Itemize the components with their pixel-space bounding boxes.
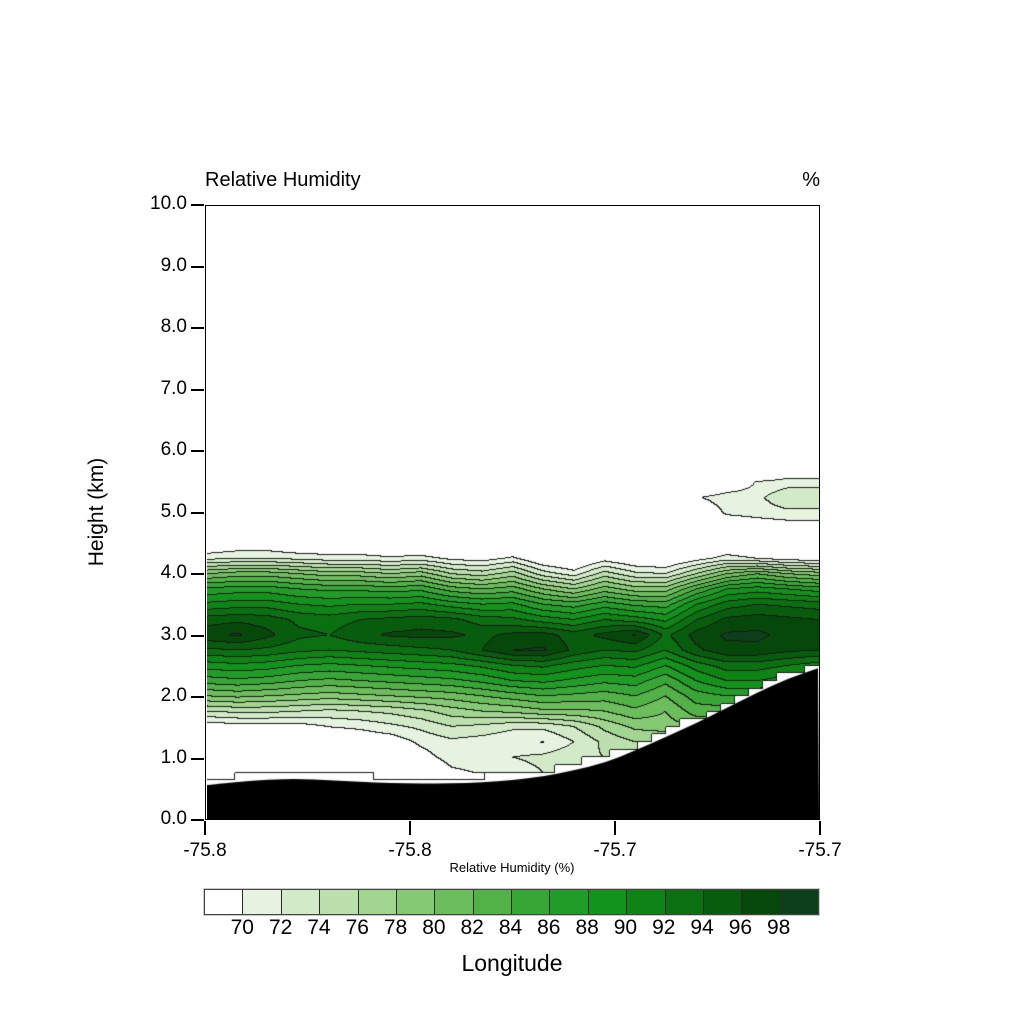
y-tick-label: 6.0 xyxy=(160,439,187,460)
colorbar-tick-label: 88 xyxy=(575,916,599,939)
colorbar-cell xyxy=(205,890,244,914)
units-label: % xyxy=(802,169,820,191)
colorbar-cell xyxy=(588,890,628,914)
y-tick-label: 9.0 xyxy=(160,254,187,276)
y-tick-label: 0.0 xyxy=(160,808,187,829)
x-tick-label: -75.8 xyxy=(183,840,227,861)
x-axis-title: Longitude xyxy=(461,950,563,976)
y-tick xyxy=(191,819,204,821)
colorbar-tick-label: 86 xyxy=(537,916,561,939)
colorbar xyxy=(204,889,819,915)
y-tick xyxy=(191,265,204,268)
y-tick xyxy=(191,696,204,698)
colorbar-tick-label: 92 xyxy=(652,916,676,939)
x-tick-label: -75.8 xyxy=(388,840,432,861)
x-tick xyxy=(819,821,821,835)
colorbar-tick-label: 96 xyxy=(728,916,753,939)
y-tick xyxy=(191,327,204,329)
y-tick-label: 7.0 xyxy=(160,377,187,399)
y-tick-label: 1.0 xyxy=(160,746,187,768)
y-tick-label: 10.0 xyxy=(150,193,187,214)
y-tick xyxy=(191,204,204,206)
colorbar-tick-label: 72 xyxy=(268,916,293,939)
colorbar-cell xyxy=(320,890,359,914)
y-tick-label: 2.0 xyxy=(160,685,187,706)
colorbar-cell xyxy=(550,890,589,914)
colorbar-title: Relative Humidity (%) xyxy=(449,860,575,875)
y-axis-title: Height (km) xyxy=(85,457,108,567)
y-tick xyxy=(191,511,204,514)
colorbar-tick-label: 76 xyxy=(345,916,369,939)
x-tick-label: -75.7 xyxy=(593,840,637,861)
y-tick-label: 3.0 xyxy=(160,623,187,645)
colorbar-tick-label: 70 xyxy=(230,916,254,939)
y-tick-label: 5.0 xyxy=(160,500,187,522)
x-tick xyxy=(409,821,411,835)
colorbar-tick-label: 80 xyxy=(422,916,446,939)
colorbar-cell xyxy=(281,890,321,914)
colorbar-tick-label: 98 xyxy=(767,916,791,939)
colorbar-cell xyxy=(627,890,666,914)
colorbar-cell xyxy=(396,890,436,914)
colorbar-cell xyxy=(703,890,743,914)
contour-field-canvas xyxy=(206,206,819,819)
page-title: Relative Humidity xyxy=(205,169,361,191)
y-tick xyxy=(191,757,204,760)
y-tick xyxy=(191,388,204,391)
colorbar-tick-label: 84 xyxy=(498,916,523,939)
colorbar-cell xyxy=(473,890,512,914)
y-tick xyxy=(191,573,204,575)
colorbar-cell xyxy=(742,890,781,914)
x-tick-label: -75.7 xyxy=(798,840,842,861)
plot-frame xyxy=(205,205,820,820)
y-tick-label: 8.0 xyxy=(160,316,187,337)
colorbar-tick-label: 94 xyxy=(690,916,714,939)
colorbar-tick-label: 74 xyxy=(307,916,331,939)
colorbar-cell xyxy=(243,890,282,914)
y-tick-label: 4.0 xyxy=(160,562,187,583)
colorbar-cell xyxy=(435,890,474,914)
y-tick xyxy=(191,450,204,452)
x-tick xyxy=(614,821,616,835)
colorbar-tick-label: 78 xyxy=(383,916,408,939)
colorbar-cell xyxy=(512,890,551,914)
colorbar-cell xyxy=(358,890,397,914)
y-tick xyxy=(191,634,204,637)
colorbar-cell xyxy=(665,890,704,914)
colorbar-cell xyxy=(780,890,818,914)
colorbar-tick-label: 90 xyxy=(613,916,638,939)
colorbar-tick-label: 82 xyxy=(460,916,484,939)
x-tick xyxy=(204,821,206,835)
